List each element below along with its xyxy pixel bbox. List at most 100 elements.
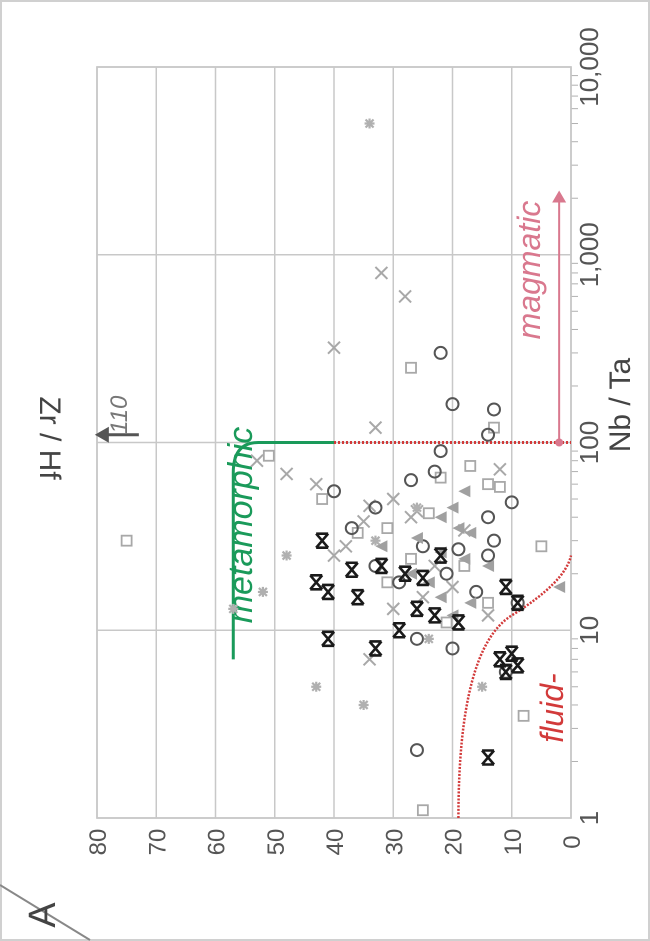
magmatic-arrow-origin xyxy=(555,438,564,447)
y-tick-label: 20 xyxy=(441,829,468,856)
data-point-cross xyxy=(339,539,353,554)
data-point-bowtie xyxy=(415,569,430,587)
data-point-cross xyxy=(386,602,400,616)
data-point-circle xyxy=(481,548,496,563)
data-point-triangle xyxy=(464,596,477,609)
data-point-cross xyxy=(398,289,412,304)
data-point-bowtie xyxy=(321,630,336,648)
data-point-star xyxy=(311,681,322,692)
data-point-triangle xyxy=(422,576,435,589)
data-point-circle xyxy=(481,427,496,442)
data-point-bowtie xyxy=(350,588,365,606)
data-point-triangle xyxy=(405,567,418,580)
data-point-bowtie xyxy=(427,607,442,624)
data-point-circle xyxy=(368,500,383,515)
data-point-cross xyxy=(493,462,507,476)
data-point-bowtie xyxy=(315,532,330,549)
data-point-bowtie xyxy=(374,557,389,575)
data-point-bowtie xyxy=(344,561,359,579)
y-tick-label: 70 xyxy=(144,829,171,856)
data-point-bowtie xyxy=(368,640,383,657)
data-point-cross xyxy=(327,548,341,563)
data-point-bowtie xyxy=(309,574,324,591)
x-axis-label: Nb / Ta xyxy=(604,357,637,452)
data-point-square xyxy=(493,481,506,493)
x-tick-label: 10,000 xyxy=(574,27,604,107)
plot-area: 1101001,00010,00001020304050607080110met… xyxy=(85,27,604,855)
data-point-triangle xyxy=(446,501,459,514)
data-point-bowtie xyxy=(451,614,466,631)
data-point-star xyxy=(228,603,239,614)
data-point-triangle xyxy=(410,531,423,544)
data-point-star xyxy=(477,681,488,692)
data-point-triangle xyxy=(464,526,477,539)
data-point-cross xyxy=(327,340,341,355)
y-tick-label: 50 xyxy=(263,829,290,856)
data-point-circle xyxy=(392,575,407,590)
offscale-arrowhead xyxy=(94,426,109,443)
data-point-cross xyxy=(309,477,323,491)
data-point-star xyxy=(364,118,375,129)
magmatic-label: magmatic xyxy=(511,201,547,340)
magmatic-arrowhead xyxy=(552,190,567,203)
data-point-square xyxy=(464,460,477,472)
data-point-circle xyxy=(481,510,496,525)
y-tick-label: 80 xyxy=(85,829,112,856)
data-point-star xyxy=(358,699,369,710)
data-point-square xyxy=(381,522,394,535)
data-point-bowtie xyxy=(392,621,407,639)
data-point-circle xyxy=(327,484,341,499)
data-point-triangle xyxy=(482,559,495,572)
data-point-cross xyxy=(404,510,418,524)
y-tick-label: 0 xyxy=(559,835,586,848)
data-point-square xyxy=(120,534,133,547)
data-point-square xyxy=(440,616,453,629)
data-point-bowtie xyxy=(481,749,496,766)
data-point-circle xyxy=(409,631,424,646)
x-tick-label: 10 xyxy=(574,616,604,645)
data-point-square xyxy=(422,507,435,520)
data-point-circle xyxy=(504,495,519,510)
x-tick-label: 100 xyxy=(574,421,604,464)
data-point-circle xyxy=(445,397,460,412)
data-point-circle xyxy=(486,402,501,417)
offscale-label: 110 xyxy=(106,395,133,434)
panel-corner-divider xyxy=(0,884,91,941)
fluid-label: fluid- xyxy=(534,673,570,742)
data-point-square xyxy=(316,493,329,505)
data-point-star xyxy=(423,633,434,644)
data-point-cross xyxy=(356,514,371,529)
data-point-cross xyxy=(386,492,400,506)
x-tick-label: 1 xyxy=(574,811,604,825)
data-point-triangle xyxy=(458,485,471,498)
data-point-bowtie xyxy=(398,565,413,583)
data-point-circle xyxy=(344,521,359,536)
data-point-circle xyxy=(433,345,448,360)
data-point-circle xyxy=(427,464,442,479)
data-point-cross xyxy=(481,608,495,623)
data-point-circle xyxy=(439,566,454,581)
data-point-circle xyxy=(445,641,460,656)
data-point-circle xyxy=(433,444,448,459)
data-point-circle xyxy=(451,542,466,557)
data-point-star xyxy=(370,535,381,546)
data-point-cross xyxy=(279,467,294,481)
metamorphic-field-line xyxy=(231,441,334,660)
data-point-square xyxy=(405,552,417,565)
data-point-circle xyxy=(486,533,501,548)
data-point-star xyxy=(281,550,292,561)
metamorphic-label: metamorphic xyxy=(222,427,260,624)
y-tick-label: 30 xyxy=(381,829,408,856)
data-point-triangle xyxy=(458,552,471,565)
data-point-star xyxy=(411,502,422,513)
panel-label: A xyxy=(22,902,64,928)
data-point-bowtie xyxy=(504,645,519,663)
data-point-square xyxy=(416,804,429,817)
data-point-bowtie xyxy=(492,651,507,668)
data-point-bowtie xyxy=(498,578,513,596)
data-point-square xyxy=(262,449,275,462)
data-point-square xyxy=(517,709,530,722)
y-tick-label: 60 xyxy=(204,829,231,856)
data-point-square xyxy=(482,596,494,609)
